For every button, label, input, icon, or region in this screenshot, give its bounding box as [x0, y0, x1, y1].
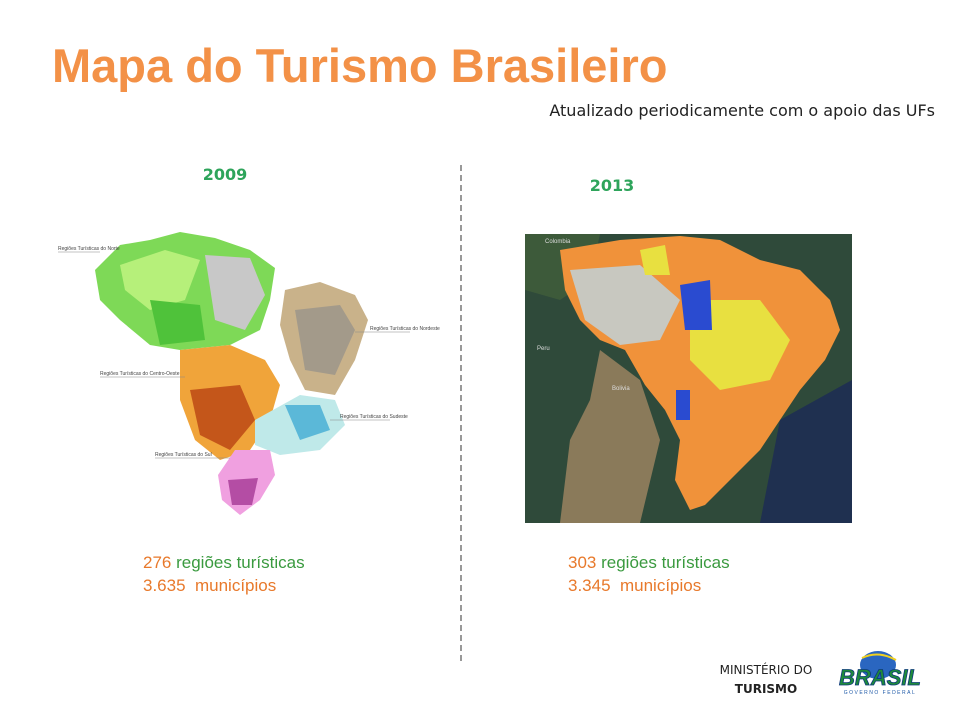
map-2009: Regiões Turísticas do Norte Regiões Turí…: [58, 232, 440, 515]
region-yellow: [690, 300, 790, 390]
logo-text: BRASIL: [839, 665, 921, 690]
map-label: Regiões Turísticas do Centro-Oeste: [100, 371, 180, 377]
map-label: Regiões Turísticas do Sudeste: [340, 414, 408, 420]
regions-count: 276: [143, 553, 171, 572]
brasil-logo: BRASIL GOVERNO FEDERAL: [839, 651, 921, 696]
region-north-part: [120, 250, 200, 310]
region-centerwest-part: [190, 385, 255, 450]
terrain: [560, 350, 660, 523]
region-blue: [676, 390, 690, 420]
regions-count: 303: [568, 553, 596, 572]
year-2009: 2009: [203, 165, 248, 184]
region-north-part: [150, 300, 205, 345]
map-label: Peru: [537, 346, 550, 352]
map-label: Regiões Turísticas do Sul: [155, 452, 212, 458]
logo-globe: [860, 651, 896, 679]
region-north-part: [205, 255, 265, 330]
region-south-part: [228, 478, 258, 505]
region-southeast-part: [285, 405, 330, 440]
regions-text: regiões turísticas: [176, 553, 305, 572]
region-northeast-part: [295, 305, 355, 375]
region-gray: [570, 265, 680, 345]
municipalities-stat: 3.345 municípios: [568, 576, 701, 595]
map-2013: Colombia Peru Bolivia: [525, 234, 852, 523]
ocean: [760, 380, 852, 523]
regions-stat: 276 regiões turísticas: [143, 553, 305, 572]
regions-stat: 303 regiões turísticas: [568, 553, 730, 572]
regions-text: regiões turísticas: [601, 553, 730, 572]
title: Mapa do Turismo Brasileiro: [52, 39, 667, 92]
ministry-line1: MINISTÉRIO DO: [720, 662, 813, 677]
map-label: Regiões Turísticas do Nordeste: [370, 326, 440, 332]
region-blue: [680, 280, 712, 330]
year-2013: 2013: [590, 176, 635, 195]
map-label: Regiões Turísticas do Norte: [58, 246, 120, 252]
logo-subtext: GOVERNO FEDERAL: [844, 690, 917, 696]
map-label: Colombia: [545, 239, 571, 245]
logo-band: [861, 653, 897, 661]
subtitle: Atualizado periodicamente com o apoio da…: [549, 101, 935, 120]
municipalities-stat: 3.635 municípios: [143, 576, 276, 595]
region-yellow: [640, 245, 670, 275]
ministry-line2: TURISMO: [735, 682, 797, 696]
map-label: Bolivia: [612, 386, 630, 392]
